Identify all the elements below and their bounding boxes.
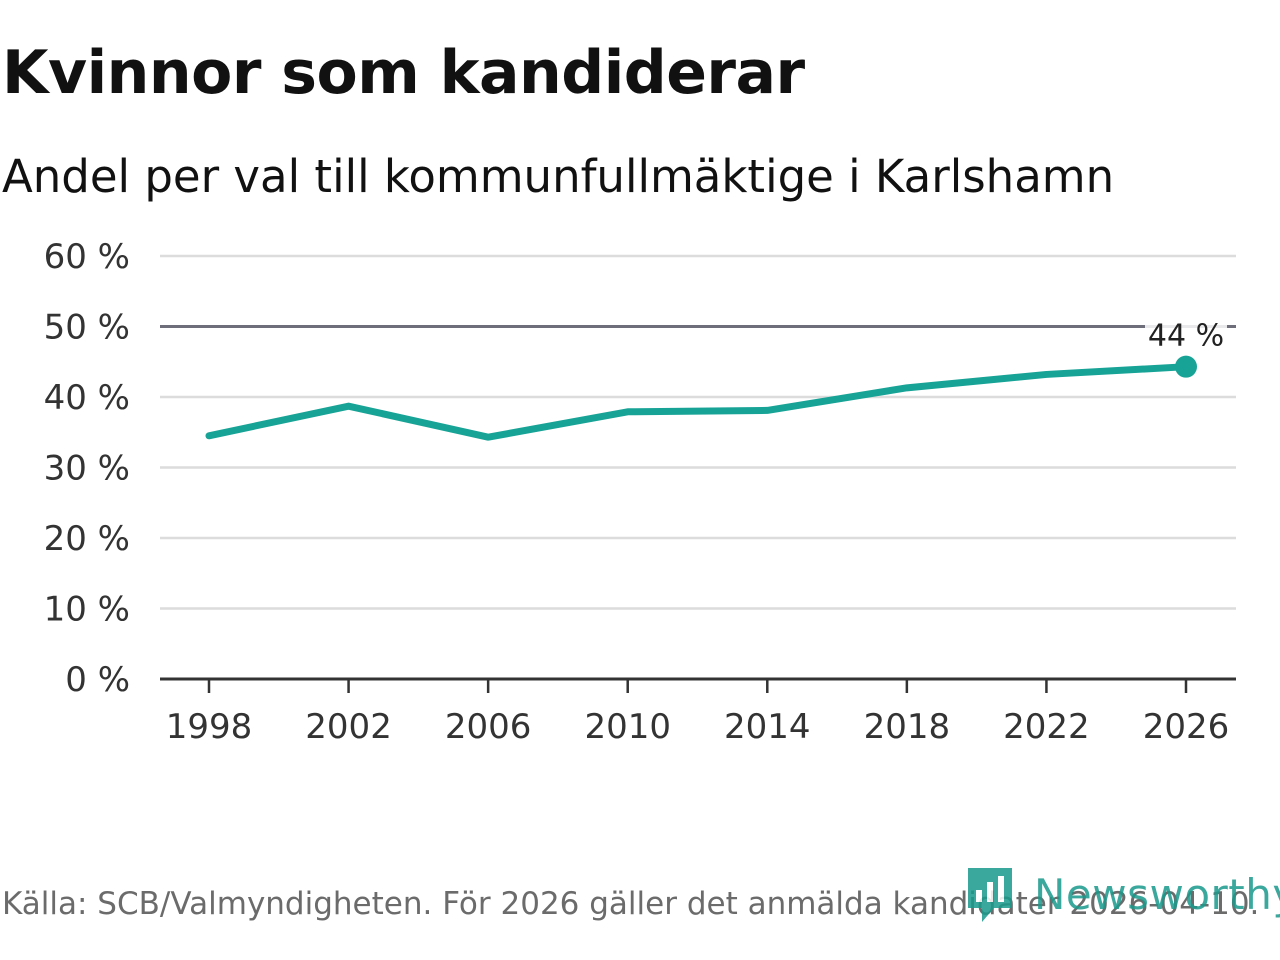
x-tick-label: 2018 — [864, 707, 951, 747]
series-line — [205, 363, 1190, 441]
x-tick-label: 2014 — [724, 707, 811, 747]
y-axis-ticks: 0 % 10 % 20 % 30 % 40 % 50 % 60 % — [44, 237, 130, 700]
x-tick-label: 2002 — [305, 707, 392, 747]
source-note: Källa: SCB/Valmyndigheten. För 2026 gäll… — [2, 886, 1260, 922]
end-label-background — [1145, 316, 1227, 351]
chart-subtitle: Andel per val till kommunfullmäktige i K… — [2, 150, 1115, 203]
x-axis-ticks: 1998 2002 2006 2010 2014 2018 2022 2026 — [160, 677, 1236, 747]
brand-name: Newsworthy — [1034, 869, 1280, 919]
series: 44 % — [205, 316, 1227, 441]
y-tick-label: 20 % — [44, 519, 130, 559]
x-tick-label: 2022 — [1003, 707, 1090, 747]
x-tick-label: 2010 — [584, 707, 671, 747]
y-tick-label: 60 % — [44, 237, 130, 277]
y-tick-label: 50 % — [44, 308, 130, 348]
end-point-marker — [1175, 355, 1197, 378]
x-tick-label: 1998 — [166, 707, 253, 747]
y-tick-label: 10 % — [44, 590, 130, 630]
y-tick-label: 40 % — [44, 378, 130, 418]
x-tick-label: 2026 — [1143, 707, 1230, 747]
brand-logo: Newsworthy — [964, 862, 1280, 926]
x-tick-label: 2006 — [445, 707, 532, 747]
end-value-label: 44 % — [1148, 319, 1224, 354]
y-tick-label: 0 % — [65, 660, 130, 700]
y-tick-label: 30 % — [44, 449, 130, 489]
newsworthy-logo-icon — [968, 868, 1012, 922]
gridlines — [160, 254, 1236, 610]
chart-title: Kvinnor som kandiderar — [2, 38, 805, 108]
